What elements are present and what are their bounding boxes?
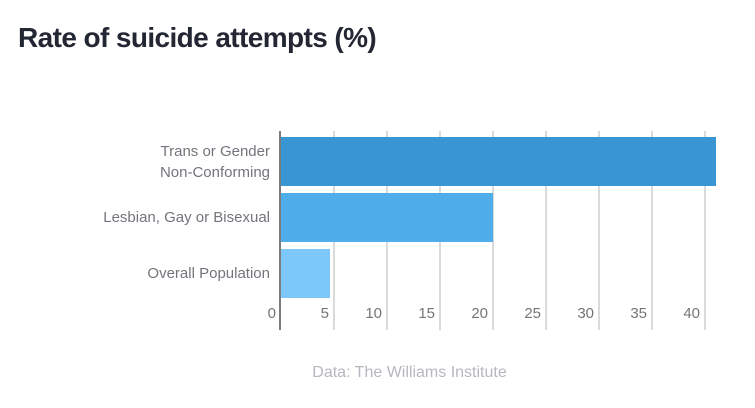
x-tick-label-40: 40 [683, 305, 700, 322]
chart-title: Rate of suicide attempts (%) [18, 22, 377, 53]
source-note: Data: The Williams Institute [312, 364, 507, 381]
category-label: Trans or Gender Non-Conforming [0, 137, 270, 186]
x-tick-label-25: 25 [524, 305, 541, 322]
category-label-line: Trans or Gender [160, 142, 271, 160]
gridline-x-35 [651, 131, 653, 330]
x-tick-label-0: 0 [267, 305, 276, 322]
category-label: Lesbian, Gay or Bisexual [0, 193, 270, 242]
bar-overall-population [281, 249, 330, 298]
gridline-x-20 [492, 131, 494, 330]
gridline-x-40 [704, 131, 706, 330]
category-label-line: Overall Population [147, 265, 270, 282]
x-tick-label-5: 5 [320, 305, 329, 322]
x-tick-label-15: 15 [418, 305, 435, 322]
gridline-x-25 [545, 131, 547, 330]
x-tick-label-20: 20 [471, 305, 488, 322]
category-label: Overall Population [0, 249, 270, 298]
bar-trans-or-gender-non-conforming [281, 137, 716, 186]
gridline-x-30 [598, 131, 600, 330]
x-tick-label-10: 10 [365, 305, 382, 322]
category-label-line: Lesbian, Gay or Bisexual [103, 209, 270, 226]
y-axis-line [279, 131, 281, 330]
x-tick-label-35: 35 [630, 305, 647, 322]
x-tick-label-30: 30 [577, 305, 594, 322]
bar-lesbian-gay-or-bisexual [281, 193, 493, 242]
category-label-line: Non-Conforming [159, 163, 270, 181]
